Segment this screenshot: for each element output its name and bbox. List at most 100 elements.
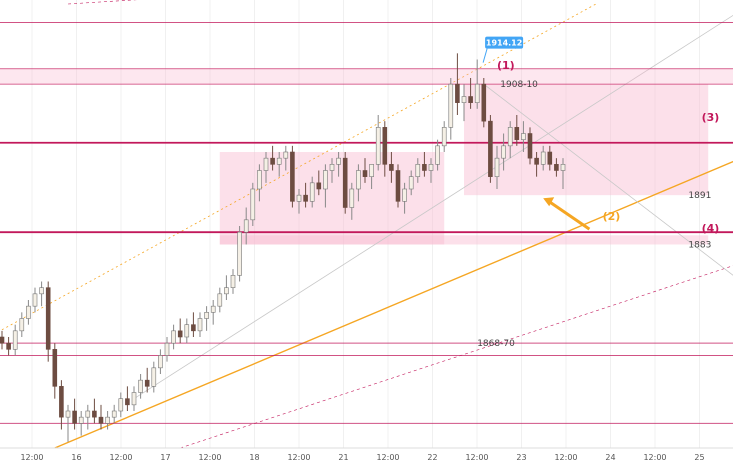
candle-body [369, 164, 374, 177]
annotation-label: (4) [702, 222, 720, 235]
candle-body [323, 170, 328, 190]
x-tick-label: 22 [427, 453, 437, 462]
candle-body [455, 83, 460, 103]
candle-body [402, 188, 407, 202]
x-tick-label: 25 [694, 453, 704, 462]
candle-body [507, 127, 513, 147]
candle-body [474, 83, 480, 103]
candle-body [52, 349, 58, 387]
horizontal-levels [0, 22, 733, 424]
x-axis: 12:00 16 12:00 17 12:00 18 12:00 21 12:00 22 12:00… [0, 447, 733, 462]
level-label: 1891 [688, 191, 711, 201]
x-tick-label: 21 [338, 453, 348, 462]
candle-body [488, 120, 493, 177]
candle-body [303, 194, 308, 202]
price-tag [485, 36, 524, 49]
candle-body [237, 231, 242, 276]
level-label: 1908-10 [500, 80, 538, 90]
candle-body [177, 330, 183, 338]
candle-body [92, 410, 97, 418]
candle-body [296, 194, 302, 202]
annotation-label: (2) [603, 210, 621, 223]
candle-body [448, 83, 454, 128]
candle-body [309, 182, 315, 202]
candle-body [283, 151, 289, 159]
candle-body [375, 127, 381, 165]
candle-body [290, 151, 295, 202]
candle-body [389, 164, 394, 171]
candle-body [560, 164, 566, 171]
candle-body [171, 330, 176, 344]
candle-body [270, 157, 275, 165]
candle-body [118, 398, 124, 412]
candle-body [12, 330, 18, 350]
candle-body [422, 164, 427, 171]
x-tick-label: 23 [516, 453, 526, 462]
candle-body [356, 170, 361, 190]
candle-body [257, 170, 262, 190]
candle-body [19, 318, 25, 332]
level-label: 1883 [688, 241, 711, 251]
candle-body [428, 164, 434, 171]
candle-body [39, 287, 44, 295]
candle-body [204, 312, 209, 319]
candle-body [111, 410, 117, 418]
trendline-support [54, 160, 733, 449]
candle-body [6, 342, 11, 350]
candle-body [230, 275, 236, 288]
candle-body [59, 386, 64, 418]
candles [0, 53, 566, 442]
candle-body [540, 151, 546, 165]
candle-body [276, 157, 282, 165]
candle-body [481, 83, 487, 122]
x-tick-label: 12:00 [643, 453, 666, 462]
candle-body [138, 379, 143, 393]
resistance-diagonal [483, 83, 733, 276]
arrow-shaft [546, 199, 591, 231]
candle-body [125, 398, 130, 406]
x-tick-label: 17 [160, 453, 170, 462]
candle-body [441, 127, 447, 147]
candle-body [468, 96, 473, 103]
candle-body [26, 305, 31, 319]
candle-body [197, 318, 203, 332]
candle-body [191, 324, 196, 332]
candle-body [105, 416, 110, 424]
x-tick-label: 12:00 [198, 453, 221, 462]
price-zones [219, 84, 709, 245]
candle-body [362, 170, 368, 177]
resistance-band [0, 68, 733, 85]
x-tick-label: 12:00 [109, 453, 132, 462]
candle-body [527, 133, 533, 159]
channel-line-top [67, 0, 138, 5]
candle-body [85, 410, 91, 418]
annotations: (1) (2) (3) (4) [497, 59, 719, 235]
x-tick-label: 12:00 [554, 453, 577, 462]
candle-body [316, 182, 322, 190]
candle-body [342, 157, 348, 208]
candle-body [514, 127, 520, 140]
x-tick-label: 12:00 [20, 453, 43, 462]
candle-body [415, 164, 421, 177]
candle-body [349, 188, 355, 208]
candle-body [151, 367, 157, 387]
candle-body [250, 188, 256, 221]
candle-body [65, 410, 71, 418]
candle-body [521, 133, 526, 140]
candle-body [501, 145, 506, 159]
level-labels: 1908-10 1891 1883 1868-70 1914.12 [477, 36, 711, 349]
x-tick-label: 12:00 [376, 453, 399, 462]
candle-body [72, 410, 77, 424]
candle-body [144, 379, 150, 387]
candle-body [263, 157, 269, 171]
price-zone [219, 235, 709, 245]
x-tick-label: 18 [249, 453, 259, 462]
price-tag-label: 1914.12 [486, 39, 522, 48]
candle-body [243, 219, 249, 233]
level-label: 1868-70 [477, 339, 515, 349]
candle-body [336, 157, 341, 165]
candle-body [217, 293, 223, 307]
candle-body [158, 355, 163, 369]
price-zone [464, 84, 709, 196]
annotation-label: (1) [497, 59, 515, 72]
